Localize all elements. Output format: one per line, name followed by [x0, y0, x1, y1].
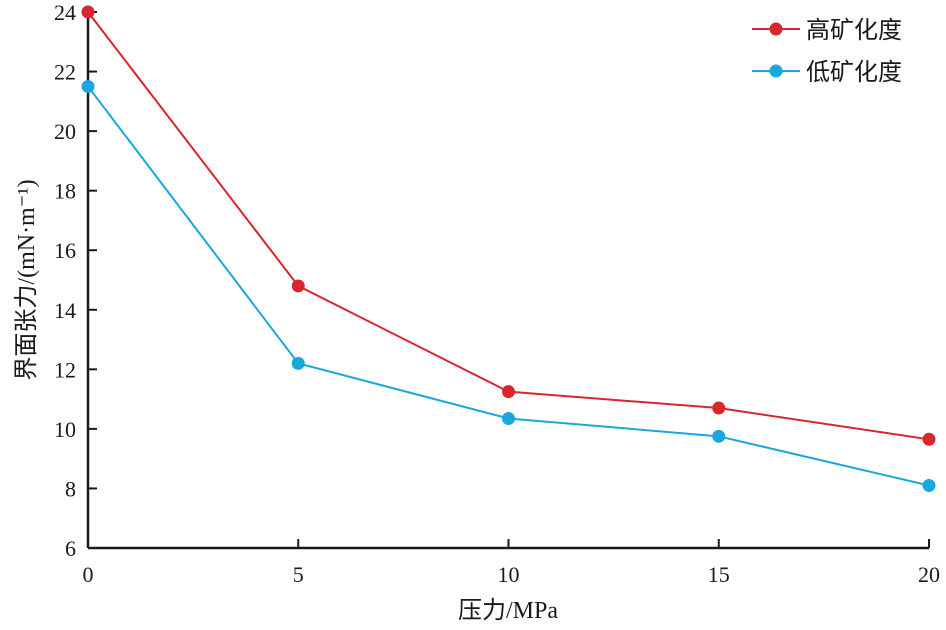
x-tick-label: 20	[918, 562, 940, 587]
y-tick-label: 10	[54, 417, 76, 442]
y-tick-label: 12	[54, 357, 76, 382]
data-point	[922, 432, 936, 446]
x-tick-label: 10	[498, 562, 520, 587]
x-tick-label: 15	[708, 562, 730, 587]
x-tick-label: 5	[293, 562, 304, 587]
data-point	[712, 429, 726, 443]
ticks: 0 5 10 15 20 6 8 10 12 14 16 18 20 22 24	[54, 0, 940, 587]
legend-label-2: 低矿化度	[806, 59, 902, 86]
series-line-1	[87, 11, 930, 441]
y-axis-title: 界面张力/(mN·m⁻¹)	[13, 179, 40, 380]
series-group	[81, 5, 936, 492]
data-point	[291, 356, 305, 370]
data-point	[291, 279, 305, 293]
y-tick-label: 8	[65, 476, 76, 501]
data-point	[81, 79, 95, 93]
axes	[86, 8, 929, 550]
y-tick-label: 18	[54, 179, 76, 204]
data-point	[502, 385, 515, 399]
data-point	[81, 5, 95, 19]
legend-marker-2	[769, 64, 783, 78]
series-line-2	[87, 85, 930, 487]
y-tick-label: 20	[54, 119, 76, 144]
y-tick-label: 14	[54, 298, 76, 323]
data-point	[922, 478, 936, 492]
data-point	[712, 401, 726, 415]
legend-marker-1	[769, 22, 783, 36]
x-axis-title: 压力/MPa	[458, 597, 558, 624]
data-point	[502, 411, 515, 425]
legend-label-1: 高矿化度	[806, 17, 902, 44]
y-tick-label: 24	[54, 0, 76, 25]
y-tick-label: 6	[65, 536, 76, 561]
x-tick-label: 0	[83, 562, 94, 587]
y-tick-label: 22	[54, 60, 76, 85]
y-tick-label: 16	[54, 238, 76, 263]
